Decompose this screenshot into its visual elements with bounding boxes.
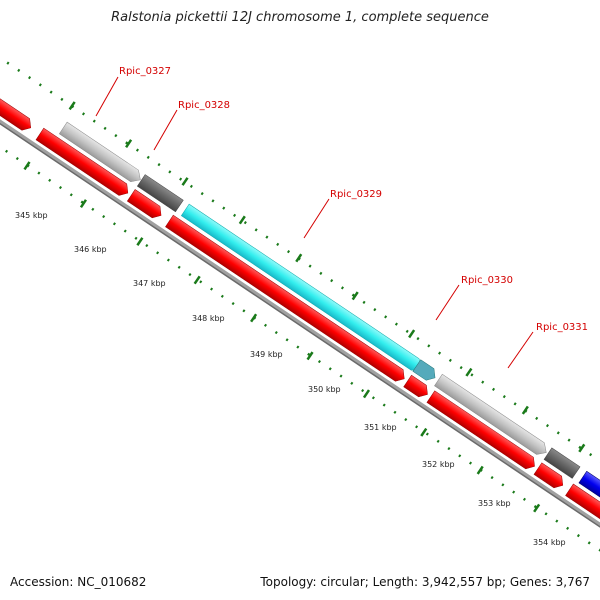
scale-label: 346 kbp [74,245,107,254]
topology-summary: Topology: circular; Length: 3,942,557 bp… [260,575,590,589]
cds-track [0,87,600,541]
backbone [0,102,600,553]
cds-block[interactable] [35,127,132,199]
map-title: Ralstonia pickettii 12J chromosome 1, co… [111,10,489,25]
cds-block[interactable] [533,462,567,491]
outer-tick-track [6,61,600,502]
gene-label-rpic-0327[interactable]: Rpic_0327 [119,66,171,77]
gene-label-rpic-0329[interactable]: Rpic_0329 [330,189,382,200]
gene-label-rpic-0331[interactable]: Rpic_0331 [536,322,588,333]
gene-blue-feature[interactable] [578,470,600,515]
gene-rpic-0329-feature[interactable] [180,203,426,375]
scale-label: 347 kbp [133,279,166,288]
gene-rpic-0330-feature[interactable] [434,373,550,458]
scale-labels: 345 kbp 346 kbp 347 kbp 348 kbp 349 kbp … [15,211,566,547]
scale-label: 353 kbp [478,499,511,508]
scale-label: 352 kbp [422,460,455,469]
scale-label: 354 kbp [533,538,566,547]
gene-label-rpic-0330[interactable]: Rpic_0330 [461,275,513,286]
gene-labels [95,76,534,369]
gene-rpic-0331-feature[interactable] [543,447,581,479]
cds-block[interactable] [426,390,539,472]
scale-label: 348 kbp [192,314,225,323]
cds-block[interactable] [165,214,408,384]
gene-rpic-0329b-feature[interactable] [412,359,439,384]
accession-text: Accession: NC_010682 [10,575,147,589]
cds-block[interactable] [565,483,600,541]
forward-strand-features [58,121,600,515]
cds-block[interactable] [0,87,35,134]
gene-label-rpic-0328[interactable]: Rpic_0328 [178,100,230,111]
scale-label: 350 kbp [308,385,341,394]
scale-label: 345 kbp [15,211,48,220]
scale-label: 349 kbp [250,350,283,359]
gene-rpic-0328-feature[interactable] [136,174,184,213]
scale-label: 351 kbp [364,423,397,432]
outer-major-ticks [68,101,586,453]
inner-tick-track [0,122,600,563]
inner-major-ticks [23,161,541,513]
cds-block[interactable] [403,374,432,400]
gene-rpic-0327-feature[interactable] [58,121,144,185]
cds-block[interactable] [126,189,165,221]
